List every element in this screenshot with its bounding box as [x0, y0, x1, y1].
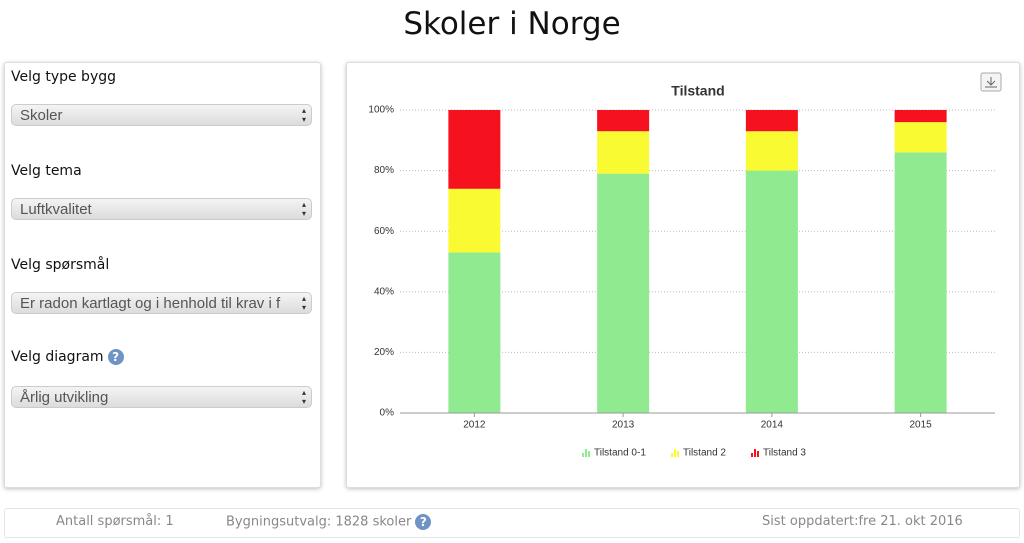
select[interactable]: Er radon kartlagt og i henhold til krav …: [11, 292, 312, 314]
page-title: Skoler i Norge: [403, 6, 621, 42]
label-text: Velg diagram: [11, 349, 104, 365]
field-label: Velg spørsmål: [11, 257, 109, 273]
x-tick-label: 2014: [761, 420, 784, 431]
bar-segment: [745, 170, 798, 413]
footer-text: Sist oppdatert:fre 21. okt 2016: [762, 514, 963, 529]
legend-swatch: [757, 451, 759, 457]
bar-segment: [448, 188, 501, 253]
legend-swatch: [674, 449, 676, 457]
bar-segment: [448, 252, 501, 413]
footer: [4, 508, 1020, 538]
legend-label: Tilstand 3: [763, 448, 806, 459]
y-tick-label: 100%: [368, 105, 394, 116]
download-button[interactable]: [980, 72, 1002, 92]
chart-title: Tilstand: [671, 83, 724, 99]
y-tick-label: 20%: [374, 347, 394, 358]
label-text: Velg type bygg: [11, 69, 116, 85]
x-tick-label: 2015: [910, 420, 933, 431]
legend-swatch: [754, 449, 756, 457]
bar-segment: [894, 110, 947, 123]
field-label: Velg tema: [11, 163, 82, 179]
footer-text: Bygningsutvalg: 1828 skoler?: [226, 514, 432, 530]
legend-swatch: [671, 453, 673, 457]
legend-swatch: [588, 451, 590, 457]
help-icon[interactable]: ?: [415, 514, 432, 530]
bar-segment: [894, 122, 947, 153]
bar-segment: [745, 131, 798, 171]
bar-segment: [894, 152, 947, 414]
bar-segment: [597, 131, 650, 174]
label-text: Velg tema: [11, 163, 82, 179]
select[interactable]: Skoler: [11, 104, 312, 126]
download-glyph[interactable]: [985, 77, 997, 88]
field-label: Velg diagram?: [11, 349, 124, 365]
select[interactable]: Årlig utvikling: [11, 386, 312, 408]
footer-text: Antall spørsmål: 1: [56, 514, 174, 529]
field-label: Velg type bygg: [11, 69, 116, 85]
select[interactable]: Luftkvalitet: [11, 198, 312, 220]
bar-segment: [597, 173, 650, 413]
y-tick-label: 60%: [374, 226, 394, 237]
bar-segment: [448, 110, 501, 189]
legend-label: Tilstand 0-1: [594, 448, 646, 459]
x-tick-label: 2013: [612, 420, 635, 431]
sidebar: Velg type bygg Skoler Velg tema Luftkval…: [4, 62, 321, 488]
x-tick-label: 2012: [463, 420, 486, 431]
footer-text: Bygningsutvalg: 1828 skoler: [226, 514, 412, 530]
legend-swatch: [585, 449, 587, 457]
bar-segment: [597, 110, 650, 132]
legend-swatch: [677, 451, 679, 457]
legend-swatch: [751, 453, 753, 457]
label-text: Velg spørsmål: [11, 257, 110, 273]
bar-segment: [745, 110, 798, 132]
legend-swatch: [582, 453, 584, 457]
help-icon[interactable]: ?: [107, 349, 124, 365]
y-tick-label: 40%: [374, 286, 394, 297]
y-tick-label: 80%: [374, 165, 394, 176]
legend-label: Tilstand 2: [683, 448, 726, 459]
y-tick-label: 0%: [380, 408, 395, 419]
